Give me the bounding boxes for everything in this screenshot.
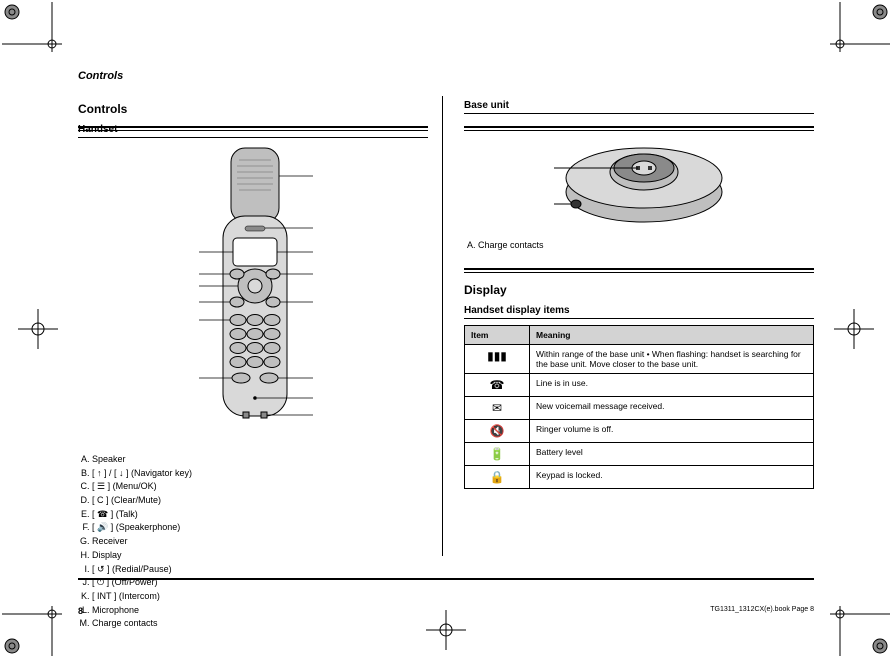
table-header-item: Item [465, 325, 530, 344]
handset-illustration [153, 146, 353, 446]
table-row: ☎Line is in use. [465, 373, 814, 396]
handset-callout-list: Speaker [ ↑ ] / [ ↓ ] (Navigator key)[ ☰ … [78, 454, 428, 630]
right-column: Base unit Charge contacts Di [464, 92, 814, 489]
crop-mark-top-left [2, 2, 62, 52]
handset-callout-item: Speaker [92, 454, 428, 466]
handset-callout-item: [ ☎ ] (Talk) [92, 509, 428, 521]
page-number: 8 [78, 606, 83, 616]
display-items-table: Item Meaning ▮▮▮Within range of the base… [464, 325, 814, 489]
crop-mark-left [18, 309, 58, 349]
left-top-rule [78, 126, 428, 131]
display-item-meaning: Line is in use. [530, 373, 814, 396]
display-item-icon: ✉ [465, 396, 530, 419]
column-divider [442, 96, 443, 556]
right-top-rule [464, 126, 814, 131]
display-item-meaning: Battery level [530, 442, 814, 465]
handset-callout-item: Receiver [92, 536, 428, 548]
table-row: ▮▮▮Within range of the base unit • When … [465, 344, 814, 373]
subsection-base-title: Base unit [464, 100, 814, 114]
page-footer: 8 TG1311_1312CX(e).book Page 8 [78, 606, 814, 616]
table-row: 🔇Ringer volume is off. [465, 419, 814, 442]
handset-callout-item: Display [92, 550, 428, 562]
base-callout-item: Charge contacts [478, 240, 814, 252]
bottom-rule [78, 578, 814, 580]
display-item-meaning: Ringer volume is off. [530, 419, 814, 442]
handset-callout-item: [ ☰ ] (Menu/OK) [92, 481, 428, 493]
display-item-icon: ☎ [465, 373, 530, 396]
table-row: 🔋Battery level [465, 442, 814, 465]
display-item-icon: 🔋 [465, 442, 530, 465]
crop-mark-bottom-left [2, 606, 62, 656]
base-illustration [534, 122, 744, 232]
crop-mark-right [834, 309, 874, 349]
doc-reference: TG1311_1312CX(e).book Page 8 [710, 606, 814, 613]
left-column: Controls Handset [78, 92, 428, 632]
crop-mark-bottom [426, 610, 466, 650]
section-controls-title: Controls [78, 102, 428, 116]
display-item-icon: ▮▮▮ [465, 344, 530, 373]
table-row: ✉New voicemail message received. [465, 396, 814, 419]
display-item-meaning: Within range of the base unit • When fla… [530, 344, 814, 373]
display-item-icon: 🔒 [465, 465, 530, 488]
handset-callout-item: [ ↺ ] (Redial/Pause) [92, 564, 428, 576]
crop-mark-top-right [830, 2, 890, 52]
table-header-meaning: Meaning [530, 325, 814, 344]
handset-callout-item: Charge contacts [92, 618, 428, 630]
display-item-meaning: Keypad is locked. [530, 465, 814, 488]
right-section-divider [464, 268, 814, 273]
base-callout-list: Charge contacts [464, 240, 814, 252]
crop-mark-bottom-right [830, 606, 890, 656]
handset-callout-item: [ ↑ ] / [ ↓ ] (Navigator key) [92, 468, 428, 480]
page-content: Controls Controls Handset [78, 60, 814, 580]
handset-callout-item: [ INT ] (Intercom) [92, 591, 428, 603]
subsection-display-items-title: Handset display items [464, 305, 814, 319]
table-row: 🔒Keypad is locked. [465, 465, 814, 488]
section-display-title: Display [464, 283, 814, 297]
handset-callout-item: [ C ] (Clear/Mute) [92, 495, 428, 507]
handset-callout-item: [ 🔊 ] (Speakerphone) [92, 522, 428, 534]
display-item-icon: 🔇 [465, 419, 530, 442]
display-item-meaning: New voicemail message received. [530, 396, 814, 419]
